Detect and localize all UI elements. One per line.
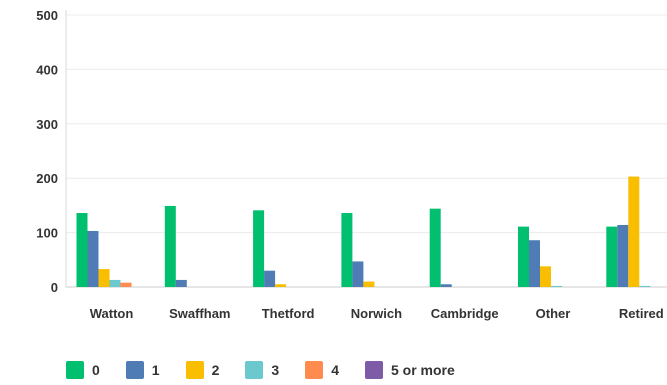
legend-label: 5 or more — [390, 362, 455, 378]
bar — [518, 226, 529, 287]
legend-swatch — [305, 361, 324, 379]
legend-label: 0 — [92, 362, 100, 378]
bar — [76, 213, 88, 287]
y-tick-label: 0 — [51, 280, 58, 295]
bar — [551, 285, 562, 287]
bar — [363, 281, 375, 287]
bar — [275, 284, 287, 287]
x-tick-label: Thetford — [262, 306, 315, 321]
bar — [639, 285, 651, 287]
bar — [175, 279, 187, 287]
x-tick-label: Swaffham — [169, 306, 230, 321]
legend-swatch — [185, 361, 204, 379]
x-axis: Watton Swaffham Thetford Norwich Cambridge Ot… — [90, 306, 664, 321]
x-tick-label: Norwich — [351, 306, 402, 321]
legend-swatch — [66, 361, 84, 379]
y-tick-label: 300 — [36, 117, 58, 132]
bar — [429, 208, 441, 287]
bar — [341, 213, 353, 287]
y-tick-label: 100 — [36, 226, 58, 241]
legend: 0 1 2 3 4 5 or more — [66, 361, 481, 379]
legend-swatch — [245, 361, 264, 379]
bar — [606, 226, 618, 287]
bar — [253, 210, 265, 287]
x-tick-label: Other — [536, 306, 571, 321]
y-axis: 0 100 200 300 400 500 — [36, 8, 67, 295]
bar — [440, 284, 452, 287]
legend-item: 2 — [185, 361, 220, 379]
bar — [109, 279, 121, 287]
bars — [76, 176, 651, 287]
bar — [98, 269, 110, 287]
legend-item: 4 — [305, 361, 339, 379]
bar — [164, 205, 176, 287]
bar — [617, 224, 629, 287]
legend-item: 0 — [66, 361, 100, 379]
x-tick-label: Cambridge — [431, 306, 499, 321]
y-tick-label: 400 — [36, 62, 58, 77]
y-tick-label: 500 — [36, 8, 58, 23]
bar — [120, 282, 132, 287]
y-tick-label: 200 — [36, 171, 58, 186]
x-tick-label: Watton — [90, 306, 134, 321]
legend-swatch — [125, 361, 144, 379]
x-tick-label: Retired — [619, 306, 664, 321]
bar — [264, 270, 276, 287]
legend-label: 4 — [331, 362, 339, 378]
bar — [87, 230, 99, 287]
legend-label: 2 — [211, 362, 220, 378]
bar — [352, 261, 364, 287]
bar-chart: 0 100 200 300 400 500 Watton Swaffham Thetford N… — [36, 8, 667, 321]
legend-swatch — [364, 361, 383, 379]
legend-label: 1 — [151, 362, 160, 378]
bar — [540, 266, 551, 287]
gridlines — [66, 14, 667, 288]
legend-item: 3 — [245, 361, 279, 379]
legend-item: 1 — [125, 361, 160, 379]
bar — [529, 240, 540, 287]
legend-item: 5 or more — [364, 361, 455, 379]
bar — [628, 176, 640, 287]
legend-label: 3 — [271, 362, 280, 378]
